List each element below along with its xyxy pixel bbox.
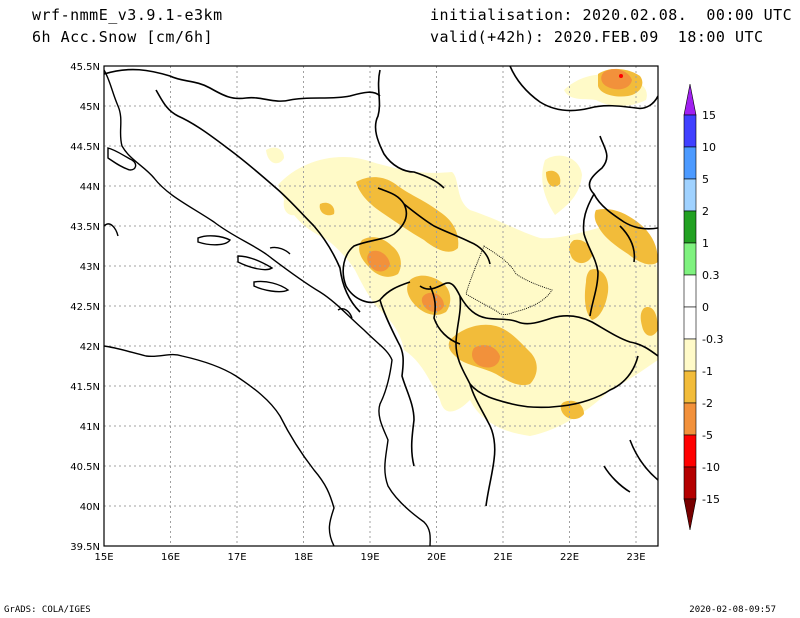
map-figure: 45.5N 45N 44.5N 44N 43.5N 43N 42.5N 42N … xyxy=(70,62,723,563)
lat-label: 44.5N xyxy=(70,142,100,153)
legend-swatch xyxy=(683,338,697,372)
legend-label: -1 xyxy=(702,365,713,378)
lon-label: 16E xyxy=(161,552,180,563)
lat-label: 40N xyxy=(80,502,100,513)
legend-swatch xyxy=(683,178,697,212)
legend-label: -5 xyxy=(702,429,713,442)
timestamp-text: 2020-02-08-09:57 xyxy=(689,605,776,615)
legend-label: 2 xyxy=(702,205,709,218)
color-legend xyxy=(683,83,697,531)
longitude-labels: 15E 16E 17E 18E 19E 20E 21E 22E 23E xyxy=(94,552,645,563)
legend-label: -0.3 xyxy=(702,333,723,346)
legend-arrow-top xyxy=(683,83,697,116)
lat-label: 41N xyxy=(80,422,100,433)
lat-label: 44N xyxy=(80,182,100,193)
lat-label: 43.5N xyxy=(70,222,100,233)
lat-label: 41.5N xyxy=(70,382,100,393)
valid-time: valid(+42h): 2020.FEB.09 18:00 UTC xyxy=(430,28,764,46)
legend-swatch xyxy=(683,114,697,148)
model-title: wrf-nmmE_v3.9.1-e3km xyxy=(32,6,223,24)
legend-label: 1 xyxy=(702,237,709,250)
coastlines xyxy=(104,69,431,546)
legend-label: -2 xyxy=(702,397,713,410)
lon-label: 17E xyxy=(227,552,246,563)
field-title: 6h Acc.Snow [cm/6h] xyxy=(32,28,214,46)
lon-label: 19E xyxy=(360,552,379,563)
legend-swatch xyxy=(683,210,697,244)
legend-swatch xyxy=(683,370,697,404)
init-time: initialisation: 2020.02.08. 00:00 UTC xyxy=(430,6,793,24)
lat-label: 43N xyxy=(80,262,100,273)
borders xyxy=(104,66,658,507)
legend-label: 0.3 xyxy=(702,269,720,282)
lon-label: 18E xyxy=(294,552,313,563)
lat-label: 40.5N xyxy=(70,462,100,473)
credit-text: GrADS: COLA/IGES xyxy=(4,605,91,615)
lat-label: 45N xyxy=(80,102,100,113)
legend-swatch xyxy=(683,146,697,180)
legend-label: -15 xyxy=(702,493,720,506)
legend-swatch xyxy=(683,402,697,436)
legend-label: 15 xyxy=(702,109,716,122)
legend-swatch xyxy=(683,306,697,340)
map-frame xyxy=(103,65,659,547)
legend-label: 10 xyxy=(702,141,716,154)
lat-label: 42N xyxy=(80,342,100,353)
legend-arrow-bottom xyxy=(683,498,697,531)
lon-label: 21E xyxy=(493,552,512,563)
lat-label: 39.5N xyxy=(70,542,100,553)
lon-label: 20E xyxy=(427,552,446,563)
snow-fields xyxy=(266,68,658,436)
legend-swatch xyxy=(683,434,697,468)
legend-label: 5 xyxy=(702,173,709,186)
lat-label: 45.5N xyxy=(70,62,100,73)
kosovo-border xyxy=(465,245,553,315)
graticule xyxy=(104,66,658,546)
lat-label: 42.5N xyxy=(70,302,100,313)
legend-label: 0 xyxy=(702,301,709,314)
latitude-labels: 45.5N 45N 44.5N 44N 43.5N 43N 42.5N 42N … xyxy=(70,62,100,553)
lon-label: 22E xyxy=(560,552,579,563)
lon-label: 15E xyxy=(94,552,113,563)
legend-swatch xyxy=(683,242,697,276)
legend-swatch xyxy=(683,274,697,308)
legend-label: -10 xyxy=(702,461,720,474)
legend-labels: 15 10 5 2 1 0.3 0 -0.3 -1 -2 -5 -10 -15 xyxy=(702,109,723,506)
legend-swatch xyxy=(683,466,697,500)
lon-label: 23E xyxy=(626,552,645,563)
